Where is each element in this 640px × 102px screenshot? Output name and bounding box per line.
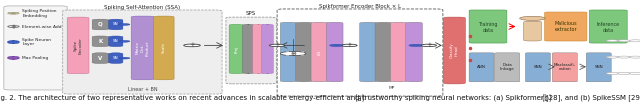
Text: +: + [426,42,432,48]
FancyBboxPatch shape [525,53,550,82]
Text: Spike Neuron
Layer: Spike Neuron Layer [22,38,51,46]
FancyBboxPatch shape [444,17,465,84]
Circle shape [8,12,19,14]
Text: SN: SN [113,56,118,60]
Text: ANN: ANN [477,65,486,69]
Text: SPS: SPS [246,11,257,16]
FancyBboxPatch shape [92,36,109,47]
Circle shape [184,44,200,47]
Circle shape [118,40,130,42]
Circle shape [606,72,619,74]
FancyBboxPatch shape [586,53,611,82]
Circle shape [629,72,640,74]
Text: MP: MP [388,86,395,90]
Text: (a): (a) [355,94,365,102]
FancyBboxPatch shape [109,19,123,30]
Text: Max Pooling: Max Pooling [22,56,49,60]
Text: Spiking Position
Embedding: Spiking Position Embedding [22,9,57,18]
FancyBboxPatch shape [8,56,19,59]
FancyBboxPatch shape [253,24,264,74]
FancyBboxPatch shape [280,22,297,82]
FancyBboxPatch shape [262,24,273,74]
Text: +: + [274,42,280,48]
FancyBboxPatch shape [589,10,627,43]
FancyBboxPatch shape [469,53,494,82]
Text: Scale: Scale [162,42,166,53]
FancyBboxPatch shape [109,36,123,47]
Text: Spikformer Encoder Block × L: Spikformer Encoder Block × L [319,4,401,9]
Circle shape [330,44,344,47]
Text: V: V [99,56,102,61]
Text: Misclassifi-
cation: Misclassifi- cation [554,63,576,71]
FancyBboxPatch shape [4,6,67,90]
FancyBboxPatch shape [67,17,89,74]
Text: Proj: Proj [234,45,238,53]
Text: +: + [10,24,17,29]
FancyBboxPatch shape [131,16,154,80]
Text: Matrix
Dot-
Product: Matrix Dot- Product [136,40,149,56]
FancyBboxPatch shape [311,22,328,82]
FancyBboxPatch shape [154,16,174,80]
FancyBboxPatch shape [243,24,254,74]
Text: SNN: SNN [534,65,542,69]
Circle shape [618,56,630,58]
Text: Fig. 2. The architecture of two representative works on recent advances in scala: Fig. 2. The architecture of two represen… [0,94,640,101]
Circle shape [342,44,357,47]
Circle shape [606,56,619,58]
FancyBboxPatch shape [469,10,507,43]
Circle shape [629,56,640,58]
FancyBboxPatch shape [524,21,541,41]
Circle shape [618,40,630,42]
Text: SN: SN [113,39,118,43]
Circle shape [118,24,130,25]
FancyBboxPatch shape [495,53,520,82]
Circle shape [409,44,423,47]
Text: Inference
data: Inference data [596,22,620,33]
FancyBboxPatch shape [229,24,243,74]
Text: Spiking Self-Attention (SSA): Spiking Self-Attention (SSA) [104,5,180,10]
Text: Classify
Head: Classify Head [450,43,459,58]
FancyBboxPatch shape [109,53,123,63]
Text: Element-wise Add: Element-wise Add [22,24,62,29]
Text: SN: SN [113,22,118,27]
FancyBboxPatch shape [92,19,109,30]
Text: ⊕: ⊕ [290,51,296,57]
Text: BN: BN [287,49,291,55]
Circle shape [8,26,19,27]
FancyBboxPatch shape [226,17,276,84]
Circle shape [421,44,436,47]
Circle shape [269,44,285,47]
Text: (b): (b) [542,94,552,102]
FancyBboxPatch shape [360,22,376,82]
Circle shape [520,16,545,20]
Text: Malicious
extractor: Malicious extractor [554,21,577,32]
Circle shape [280,52,306,56]
Text: SN: SN [302,49,306,55]
Text: Linear + BN: Linear + BN [127,87,157,92]
Text: +: + [346,42,353,48]
FancyBboxPatch shape [8,41,19,44]
Circle shape [606,40,619,42]
FancyBboxPatch shape [63,10,222,94]
Circle shape [618,72,630,74]
FancyBboxPatch shape [545,12,587,41]
Circle shape [11,13,16,14]
Text: K: K [99,39,102,44]
FancyBboxPatch shape [390,22,407,82]
Text: Spike
Encoder: Spike Encoder [74,37,83,54]
FancyBboxPatch shape [296,22,312,82]
Text: Training
data: Training data [478,22,498,33]
Text: Data
linkage: Data linkage [500,63,515,71]
FancyBboxPatch shape [326,22,343,82]
Text: SNN: SNN [595,65,603,69]
Circle shape [629,40,640,42]
FancyBboxPatch shape [406,22,422,82]
Text: Q: Q [98,22,103,27]
FancyBboxPatch shape [552,53,577,82]
Text: +: + [189,42,195,48]
Text: LN: LN [317,49,321,55]
FancyBboxPatch shape [375,22,392,82]
Circle shape [118,57,130,59]
FancyBboxPatch shape [92,53,109,63]
